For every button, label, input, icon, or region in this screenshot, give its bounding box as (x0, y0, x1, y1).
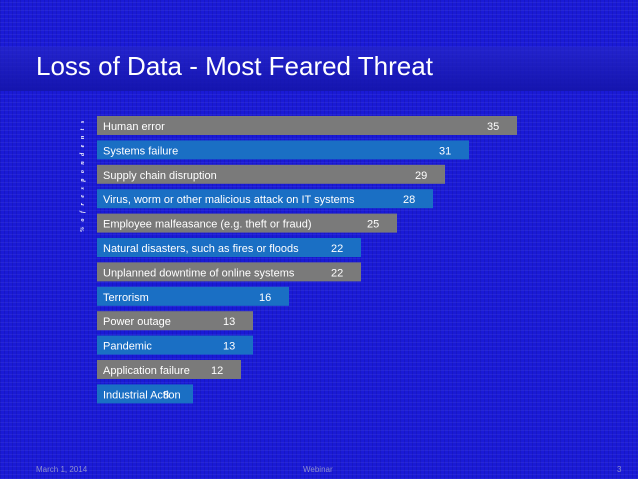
value-label-10: 13 (223, 341, 235, 353)
bar-label-5: Employee malfeasance (e.g. theft or frau… (103, 219, 312, 231)
value-label-8: 16 (259, 292, 271, 304)
bar-label-9: Power outage (103, 316, 171, 328)
value-label-1: 35 (487, 121, 499, 133)
value-label-2: 31 (439, 145, 451, 157)
footer-center: Webinar (303, 465, 333, 474)
bar-label-12: Industrial Action (103, 389, 181, 401)
bar-label-6: Natural disasters, such as fires or floo… (103, 243, 299, 255)
bar-12 (97, 384, 193, 404)
value-label-6: 22 (331, 243, 343, 255)
bar-label-4: Virus, worm or other malicious attack on… (103, 194, 355, 206)
bar-label-2: Systems failure (103, 145, 178, 157)
bar-label-10: Pandemic (103, 341, 152, 353)
bar-5 (97, 213, 397, 233)
value-label-12: 8 (163, 389, 169, 401)
bar-8 (97, 286, 289, 306)
bar-label-7: Unplanned downtime of online systems (103, 267, 295, 279)
value-label-5: 25 (367, 219, 379, 231)
slide-title: Loss of Data - Most Feared Threat (36, 51, 433, 81)
bar-9 (97, 311, 253, 331)
value-label-4: 28 (403, 194, 415, 206)
bar-3 (97, 164, 445, 184)
bar-label-11: Application failure (103, 365, 190, 377)
footer-date: March 1, 2014 (36, 465, 88, 474)
bar-label-8: Terrorism (103, 292, 149, 304)
bar-1 (97, 116, 517, 135)
value-label-11: 12 (211, 365, 223, 377)
value-label-7: 22 (331, 267, 343, 279)
bar-label-3: Supply chain disruption (103, 170, 217, 182)
value-label-9: 13 (223, 316, 235, 328)
bar-11 (97, 360, 241, 379)
bar-2 (97, 140, 469, 160)
footer-page-number: 3 (617, 465, 622, 474)
bar-7 (97, 262, 361, 282)
bar-6 (97, 238, 361, 257)
bar-4 (97, 189, 433, 209)
value-label-3: 29 (415, 170, 427, 182)
bar-label-1: Human error (103, 121, 165, 133)
bar-10 (97, 335, 253, 355)
title-bar (0, 47, 638, 91)
